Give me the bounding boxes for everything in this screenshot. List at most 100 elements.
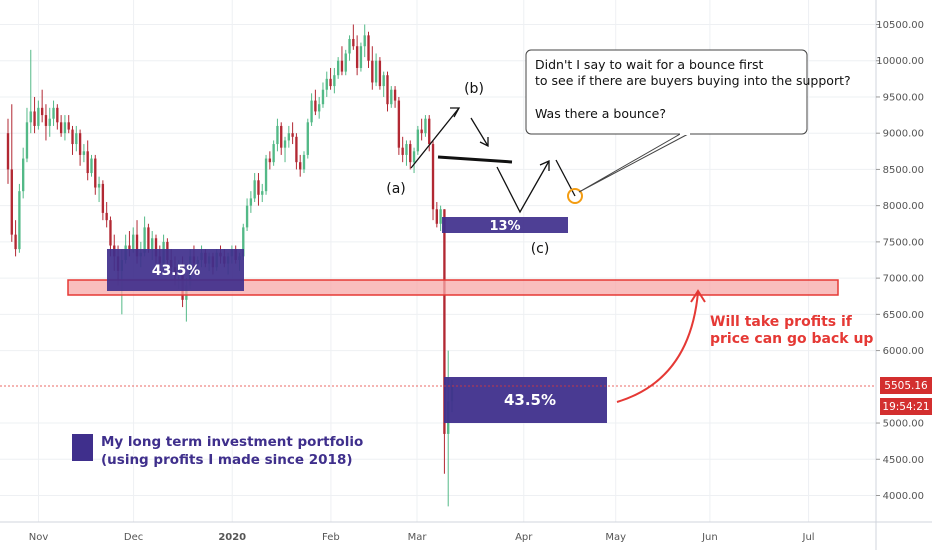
- callout-line-1: Didn't I say to wait for a bounce first: [535, 57, 764, 72]
- candle-bear: [94, 158, 97, 188]
- candle-bear: [378, 60, 382, 87]
- x-axis: Nov Dec 2020 Feb Mar Apr May Jun Jul: [0, 521, 932, 543]
- callout-box[interactable]: [525, 49, 808, 135]
- y-tick-label: 10000.00: [876, 56, 924, 67]
- candle-bear: [78, 133, 82, 155]
- y-tick-label: 4500.00: [883, 455, 924, 466]
- candle-bear: [397, 100, 401, 148]
- candle-bull: [424, 118, 427, 134]
- box-right[interactable]: [444, 377, 607, 423]
- candle-bull: [344, 53, 347, 72]
- y-tick-label: 5000.00: [883, 419, 924, 430]
- candle-bull: [63, 122, 67, 134]
- candle-bull: [348, 38, 351, 54]
- candle-bear: [295, 136, 298, 163]
- candle-bull: [302, 154, 306, 170]
- candle-bear: [44, 115, 48, 126]
- candle-bear: [257, 180, 260, 195]
- candle-bull: [82, 151, 86, 155]
- candle-bear: [154, 238, 158, 257]
- legend-line-1: My long term investment portfolio: [101, 434, 363, 450]
- x-tick-label: Jun: [701, 532, 718, 543]
- support-zone[interactable]: [67, 279, 839, 296]
- candle-bull: [287, 133, 290, 141]
- wave-label-c: (c): [531, 241, 550, 257]
- x-tick-label: Mar: [408, 532, 428, 543]
- y-tick-label: 9000.00: [883, 129, 924, 140]
- candle-bull: [97, 183, 101, 188]
- y-tick-label: 6000.00: [883, 346, 924, 357]
- box-left-label: 43.5%: [152, 263, 201, 279]
- candle-bear: [33, 111, 36, 126]
- candle-bear: [367, 35, 370, 61]
- profit-arrow: [616, 291, 699, 403]
- candle-bull: [52, 107, 55, 119]
- candle-bear: [128, 245, 131, 250]
- last-price-value: 5505.16: [884, 380, 928, 392]
- callout-line-3: Was there a bounce?: [535, 106, 666, 121]
- legend-swatch: [72, 434, 93, 461]
- legend-line-2: (using profits I made since 2018): [101, 452, 353, 468]
- countdown-tag: [880, 398, 932, 415]
- candle-bull: [272, 144, 275, 163]
- box-mid-label: 13%: [489, 219, 520, 234]
- candles: [6, 24, 454, 507]
- x-tick-label: Nov: [29, 532, 49, 543]
- x-tick-label: Jul: [802, 532, 815, 543]
- candle-bull: [249, 198, 253, 206]
- candle-bull: [143, 227, 146, 253]
- candle-bull: [261, 191, 264, 195]
- candle-bear: [443, 209, 446, 434]
- candle-bull: [416, 129, 420, 152]
- candle-bull: [151, 238, 154, 250]
- wave-arrow-head-2: [479, 137, 489, 148]
- candle-bear: [109, 220, 112, 246]
- y-tick-label: 7500.00: [883, 237, 924, 248]
- candle-bear: [355, 46, 359, 68]
- candle-bear: [67, 122, 70, 130]
- y-tick-label: 8500.00: [883, 165, 924, 176]
- y-tick-label: 7000.00: [883, 274, 924, 285]
- candle-bear: [386, 75, 389, 105]
- candle-bull: [374, 60, 378, 83]
- candle-bull: [37, 107, 40, 126]
- y-tick-label: 4000.00: [883, 491, 924, 502]
- y-tick-label: 10500.00: [876, 20, 924, 31]
- x-tick-label: May: [605, 532, 626, 543]
- red-note-line-1: Will take profits if: [710, 314, 853, 330]
- x-tick-label: Feb: [322, 532, 340, 543]
- candle-bull: [283, 140, 287, 148]
- candle-bear: [280, 125, 283, 148]
- candle-bull: [382, 75, 385, 87]
- candle-bull: [412, 151, 416, 163]
- last-price-tag: [880, 377, 932, 394]
- red-note-line-2: price can go back up: [710, 331, 873, 347]
- candle-bear: [431, 144, 435, 210]
- candle-bull: [390, 89, 393, 105]
- candle-bull: [325, 78, 328, 90]
- candle-bear: [299, 162, 302, 170]
- candle-bull: [90, 158, 93, 174]
- y-tick-label: 6500.00: [883, 310, 924, 321]
- candle-bear: [14, 234, 17, 250]
- candle-bear: [401, 147, 404, 155]
- candle-bear: [71, 129, 74, 145]
- candle-bull: [439, 209, 442, 224]
- candle-bear: [59, 122, 63, 134]
- y-axis: 10500.00 10000.00 9500.00 9000.00 8500.00 800…: [875, 0, 924, 550]
- candle-bull: [321, 89, 325, 105]
- candle-bull: [132, 234, 135, 250]
- box-mid[interactable]: [442, 217, 568, 233]
- candle-bear: [340, 60, 344, 72]
- x-tick-label: 2020: [218, 532, 246, 543]
- candle-bull: [306, 122, 309, 155]
- box-left[interactable]: [107, 249, 244, 291]
- candle-bear: [409, 144, 412, 163]
- candle-bear: [314, 100, 317, 112]
- x-tick-label: Apr: [515, 532, 533, 543]
- candle-bear: [86, 151, 89, 174]
- candle-bull: [48, 118, 51, 126]
- candle-bull: [22, 158, 25, 192]
- candle-bear: [105, 212, 108, 221]
